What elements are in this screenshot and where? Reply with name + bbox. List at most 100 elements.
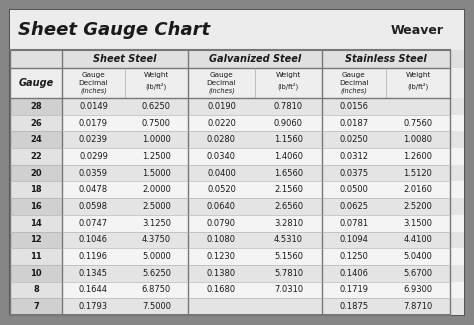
Bar	[10, 265, 62, 282]
Text: 0.0478: 0.0478	[79, 185, 108, 194]
Text: 0.1875: 0.1875	[339, 302, 369, 311]
Bar	[10, 131, 62, 148]
Text: 0.0149: 0.0149	[79, 102, 108, 111]
Text: 0.1046: 0.1046	[79, 235, 108, 244]
Text: 7.5000: 7.5000	[142, 302, 171, 311]
Text: Gauge: Gauge	[210, 72, 233, 79]
Bar	[10, 198, 464, 215]
Text: 0.0400: 0.0400	[207, 169, 236, 178]
Text: 0.1196: 0.1196	[79, 252, 108, 261]
Text: (inches): (inches)	[80, 87, 107, 94]
Text: 0.0187: 0.0187	[339, 119, 369, 127]
Text: 20: 20	[30, 169, 42, 178]
Text: 1.2500: 1.2500	[142, 152, 171, 161]
Text: 16: 16	[30, 202, 42, 211]
Text: 1.5000: 1.5000	[142, 169, 171, 178]
Text: 3.1500: 3.1500	[403, 219, 432, 228]
Text: 0.0375: 0.0375	[339, 169, 369, 178]
Text: 0.0625: 0.0625	[339, 202, 368, 211]
Text: 3.1250: 3.1250	[142, 219, 171, 228]
Text: 7.8710: 7.8710	[403, 302, 433, 311]
Text: 12: 12	[30, 235, 42, 244]
Text: 0.0340: 0.0340	[207, 152, 236, 161]
Text: 0.0640: 0.0640	[207, 202, 236, 211]
Bar	[10, 165, 62, 181]
Text: 0.1793: 0.1793	[79, 302, 108, 311]
Bar	[10, 248, 62, 265]
Text: Weaver: Weaver	[391, 23, 444, 36]
Text: 0.7560: 0.7560	[403, 119, 433, 127]
Bar	[10, 215, 62, 231]
Text: 0.1644: 0.1644	[79, 285, 108, 294]
Text: 0.1380: 0.1380	[207, 269, 236, 278]
Text: (lb/ft²): (lb/ft²)	[278, 83, 299, 90]
Text: 0.1345: 0.1345	[79, 269, 108, 278]
Text: 0.0500: 0.0500	[339, 185, 368, 194]
Bar	[10, 181, 62, 198]
Text: 28: 28	[30, 102, 42, 111]
Text: 0.1080: 0.1080	[207, 235, 236, 244]
Text: 0.0359: 0.0359	[79, 169, 108, 178]
Text: Galvanized Steel: Galvanized Steel	[209, 54, 301, 64]
Bar	[10, 298, 464, 315]
Text: 3.2810: 3.2810	[274, 219, 303, 228]
Text: 26: 26	[30, 119, 42, 127]
Text: 4.3750: 4.3750	[142, 235, 171, 244]
Bar	[10, 115, 62, 131]
Text: 0.6250: 0.6250	[142, 102, 171, 111]
Text: 0.0190: 0.0190	[207, 102, 236, 111]
Bar	[10, 248, 464, 265]
Text: 1.0080: 1.0080	[403, 135, 432, 144]
Text: Sheet Gauge Chart: Sheet Gauge Chart	[18, 21, 210, 39]
Bar	[10, 10, 464, 50]
Bar	[10, 231, 62, 248]
Text: 0.1680: 0.1680	[207, 285, 236, 294]
Text: 0.1406: 0.1406	[339, 269, 368, 278]
Text: 0.0312: 0.0312	[339, 152, 368, 161]
Text: 0.9060: 0.9060	[274, 119, 303, 127]
Text: 11: 11	[30, 252, 42, 261]
Text: Gauge: Gauge	[342, 72, 366, 79]
Text: 1.6560: 1.6560	[274, 169, 303, 178]
Text: 0.1094: 0.1094	[339, 235, 368, 244]
Text: (lb/ft²): (lb/ft²)	[146, 83, 167, 90]
Text: 1.2600: 1.2600	[403, 152, 432, 161]
Text: 1.0000: 1.0000	[142, 135, 171, 144]
Text: 5.0000: 5.0000	[142, 252, 171, 261]
Text: 7: 7	[33, 302, 39, 311]
Text: 6.8750: 6.8750	[142, 285, 171, 294]
Bar	[10, 215, 464, 231]
Text: Sheet Steel: Sheet Steel	[93, 54, 157, 64]
Text: 1.4060: 1.4060	[274, 152, 303, 161]
Text: 5.6700: 5.6700	[403, 269, 433, 278]
Text: 0.0747: 0.0747	[79, 219, 108, 228]
Text: 5.6250: 5.6250	[142, 269, 171, 278]
Text: 5.7810: 5.7810	[274, 269, 303, 278]
Text: Gauge: Gauge	[18, 78, 54, 88]
Bar	[10, 98, 464, 115]
Bar	[10, 198, 62, 215]
Bar	[10, 148, 464, 165]
Text: 2.5200: 2.5200	[403, 202, 432, 211]
Text: 5.1560: 5.1560	[274, 252, 303, 261]
Bar	[10, 298, 62, 315]
Text: 5.0400: 5.0400	[403, 252, 432, 261]
Text: 0.0250: 0.0250	[339, 135, 368, 144]
Bar	[10, 282, 464, 298]
Bar	[10, 265, 464, 282]
Text: 0.0598: 0.0598	[79, 202, 108, 211]
Text: 2.6560: 2.6560	[274, 202, 303, 211]
Text: Decimal: Decimal	[207, 80, 236, 86]
Text: 8: 8	[33, 285, 39, 294]
Text: 2.1560: 2.1560	[274, 185, 303, 194]
Text: 14: 14	[30, 219, 42, 228]
Text: Gauge: Gauge	[82, 72, 105, 79]
Bar	[10, 165, 464, 181]
Text: Weight: Weight	[276, 72, 301, 79]
Text: 0.7810: 0.7810	[274, 102, 303, 111]
Text: 0.0239: 0.0239	[79, 135, 108, 144]
Text: Decimal: Decimal	[79, 80, 108, 86]
Text: 0.0156: 0.0156	[339, 102, 368, 111]
Text: (lb/ft²): (lb/ft²)	[407, 83, 428, 90]
Text: 0.0520: 0.0520	[207, 185, 236, 194]
